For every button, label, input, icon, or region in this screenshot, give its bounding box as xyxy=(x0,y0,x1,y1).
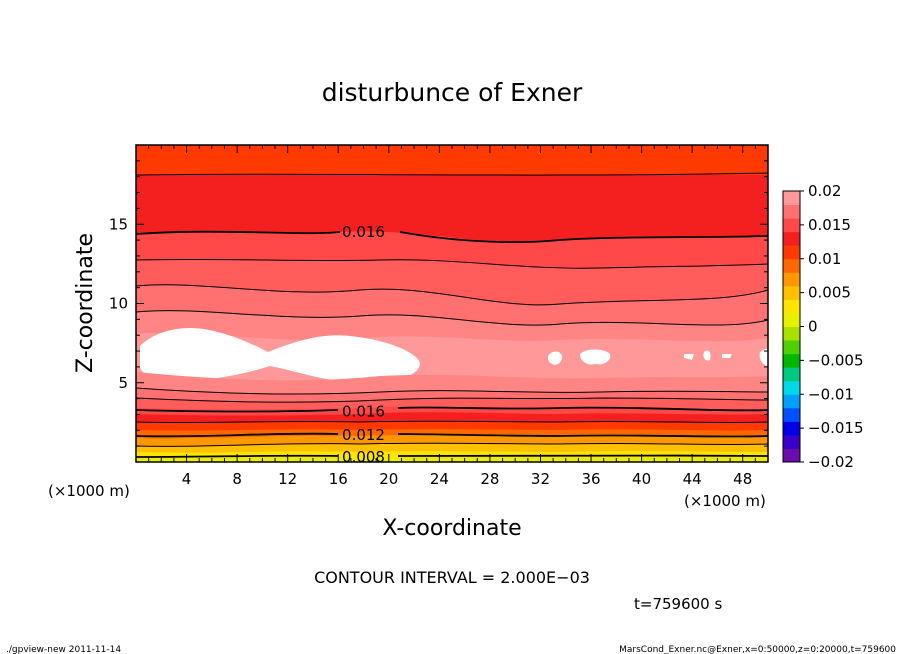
x-tick-label: 48 xyxy=(733,470,752,488)
colorbar-swatch xyxy=(783,245,800,260)
contour-lines xyxy=(135,172,769,458)
time-text: t=759600 s xyxy=(634,595,722,613)
max-region-b xyxy=(580,349,611,365)
contour-line xyxy=(135,442,769,447)
x-tick-label: 12 xyxy=(278,470,297,488)
y-tick-label: 5 xyxy=(118,374,128,392)
colorbar-swatch xyxy=(783,394,800,409)
colorbar-swatch xyxy=(783,353,800,368)
contour-line xyxy=(135,397,769,403)
colorbar-tick-label: 0.01 xyxy=(808,250,841,268)
x-tick-label: 24 xyxy=(430,470,449,488)
x-tick-label: 4 xyxy=(182,470,192,488)
y-axis: 5 10 15 xyxy=(109,160,768,447)
colorbar-swatch xyxy=(783,285,800,300)
colorbar-tick-label: 0.02 xyxy=(808,182,841,200)
chart-title: disturbunce of Exner xyxy=(322,78,583,107)
x-tick-label: 28 xyxy=(480,470,499,488)
x-axis: 4 8 12 16 20 24 28 32 36 40 44 48 xyxy=(148,145,756,488)
x-tick-label: 16 xyxy=(329,470,348,488)
colorbar-swatch xyxy=(783,326,800,341)
colorbar-swatch xyxy=(783,191,800,206)
colorbar-labels: 0.02 0.015 0.01 0.005 0 −0.005 −0.01 −0.015 −0.0… xyxy=(800,182,864,471)
contour-label: 0.016 xyxy=(342,223,385,241)
x-unit-left: (×1000 m) xyxy=(48,482,130,500)
contour-interval-text: CONTOUR INTERVAL = 2.000E−03 xyxy=(314,568,590,587)
contour-line xyxy=(135,406,769,413)
max-region-a xyxy=(548,351,562,365)
contour-line xyxy=(135,172,769,176)
contour-line xyxy=(135,258,769,269)
footer-left: ./gpview-new 2011-11-14 xyxy=(6,645,121,654)
colorbar-tick-label: −0.015 xyxy=(808,419,864,437)
colorbar-swatch xyxy=(783,258,800,273)
colorbar-tick-label: −0.005 xyxy=(808,351,864,369)
colorbar-swatch xyxy=(783,380,800,395)
colorbar-tick-label: −0.01 xyxy=(808,385,854,403)
contour-line xyxy=(135,284,769,306)
colorbar-swatch xyxy=(783,204,800,219)
x-tick-label: 20 xyxy=(379,470,398,488)
colorbar-swatch xyxy=(783,299,800,314)
max-region-left xyxy=(140,328,420,383)
contour-line xyxy=(135,230,769,243)
max-region-f xyxy=(759,348,768,366)
y-tick-label: 15 xyxy=(109,215,128,233)
colorbar-swatch xyxy=(783,231,800,246)
contour-plot-area: 0.016 0.016 0.012 0.008 xyxy=(135,144,769,466)
x-tick-label: 40 xyxy=(632,470,651,488)
max-region-d xyxy=(703,350,711,361)
colorbar-tick-label: 0 xyxy=(808,318,818,336)
contour-line xyxy=(135,387,769,395)
max-region-e xyxy=(722,354,732,358)
y-tick-label: 10 xyxy=(109,295,128,313)
colorbar-swatch xyxy=(783,434,800,449)
contour-label: 0.008 xyxy=(342,448,385,466)
colorbar-swatch xyxy=(783,407,800,422)
colorbar xyxy=(783,191,800,463)
colorbar-swatch xyxy=(783,421,800,436)
x-unit-right: (×1000 m) xyxy=(684,492,766,510)
colorbar-swatch xyxy=(783,448,800,463)
contour-line xyxy=(135,420,769,424)
colorbar-tick-label: 0.005 xyxy=(808,284,851,302)
colorbar-swatch xyxy=(783,272,800,287)
contour-line xyxy=(135,432,769,438)
x-axis-label: X-coordinate xyxy=(382,516,521,541)
colorbar-swatch xyxy=(783,367,800,382)
x-tick-label: 32 xyxy=(531,470,550,488)
x-tick-label: 36 xyxy=(581,470,600,488)
contour-line xyxy=(135,454,769,458)
x-tick-label: 8 xyxy=(232,470,242,488)
colorbar-swatch xyxy=(783,218,800,233)
colorbar-swatch xyxy=(783,312,800,327)
colorbar-tick-label: 0.015 xyxy=(808,216,851,234)
max-region-c xyxy=(684,354,694,360)
colorbar-tick-label: −0.02 xyxy=(808,453,854,471)
footer-right: MarsCond_Exner.nc@Exner,x=0:50000,z=0:20… xyxy=(619,645,896,654)
contour-label: 0.012 xyxy=(342,426,385,444)
x-tick-label: 44 xyxy=(683,470,702,488)
colorbar-swatch xyxy=(783,340,800,355)
contour-label: 0.016 xyxy=(342,402,385,420)
y-axis-label: Z-coordinate xyxy=(73,233,98,373)
contour-line xyxy=(135,310,769,326)
